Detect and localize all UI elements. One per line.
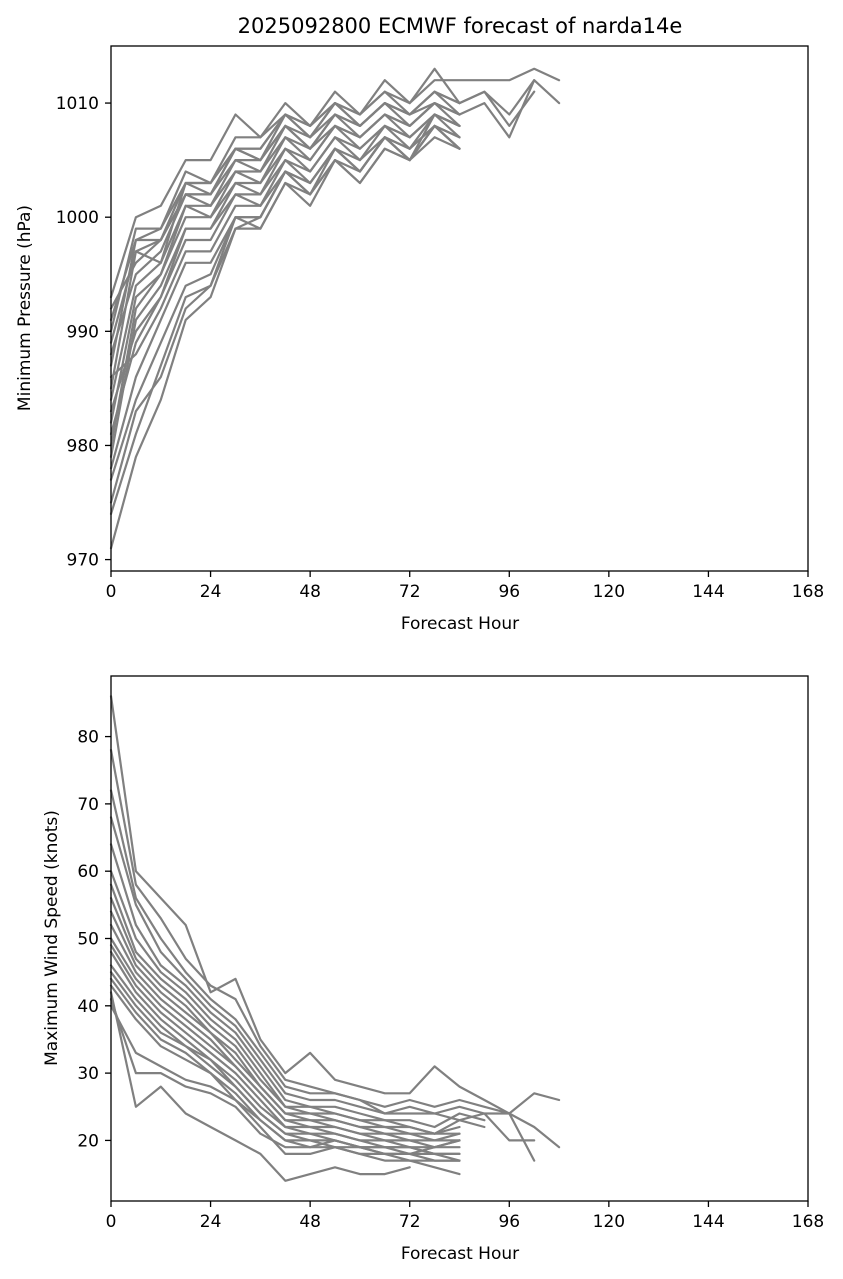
pressure-y-tick-label: 970 [67, 551, 99, 571]
wind-y-tick-label: 30 [77, 1064, 99, 1084]
wind-series-line-19 [109, 997, 461, 1162]
wind-x-tick-label: 96 [498, 1212, 520, 1232]
pressure-series-line-10 [109, 113, 461, 458]
wind-series-line-9 [109, 910, 461, 1142]
wind-chart: 0 24 48 72 96 120 144 168 20 30 40 50 60 70 80 Foreca… [42, 675, 824, 1264]
pressure-y-axis: 970 980 990 1000 1010 [56, 94, 111, 571]
pressure-y-axis-label: Minimum Pressure (hPa) [15, 205, 35, 411]
wind-y-axis: 20 30 40 50 60 70 80 [77, 728, 111, 1151]
pressure-x-axis: 0 24 48 72 96 120 144 168 [106, 571, 824, 602]
pressure-y-tick-label: 1000 [56, 208, 99, 228]
pressure-series-line-15 [109, 136, 461, 481]
pressure-series-line-8 [109, 113, 461, 424]
wind-y-tick-label: 50 [77, 930, 99, 950]
pressure-x-tick-label: 24 [200, 582, 222, 602]
wind-y-tick-label: 70 [77, 795, 99, 815]
wind-y-tick-label: 40 [77, 997, 99, 1017]
wind-series-line-18 [109, 991, 411, 1182]
pressure-x-tick-label: 0 [106, 582, 117, 602]
wind-y-tick-label: 60 [77, 862, 99, 882]
wind-x-tick-label: 48 [299, 1212, 321, 1232]
pressure-series-line-17 [109, 113, 461, 550]
pressure-y-tick-label: 990 [67, 322, 99, 342]
pressure-plot-frame [110, 45, 809, 572]
wind-x-tick-label: 144 [692, 1212, 724, 1232]
wind-x-tick-label: 0 [106, 1212, 117, 1232]
wind-series-line-3 [109, 789, 536, 1142]
wind-series-line-7 [109, 883, 461, 1135]
pressure-series-line-19 [109, 90, 461, 321]
wind-x-tick-label: 72 [399, 1212, 421, 1232]
pressure-x-tick-label: 96 [498, 582, 520, 602]
wind-x-axis-label: Forecast Hour [401, 1244, 519, 1264]
pressure-x-tick-label: 72 [399, 582, 421, 602]
wind-y-tick-label: 20 [77, 1131, 99, 1151]
wind-series-line-11 [109, 937, 461, 1149]
wind-x-tick-label: 24 [200, 1212, 222, 1232]
wind-x-axis: 0 24 48 72 96 120 144 168 [106, 1201, 824, 1232]
wind-series-line-20 [109, 1004, 461, 1156]
wind-series-line-2 [109, 748, 561, 1149]
pressure-series-line-20 [109, 113, 461, 504]
wind-plot-frame [110, 675, 809, 1202]
wind-series-group [109, 695, 561, 1182]
pressure-series-line-14 [109, 124, 461, 470]
wind-y-tick-label: 80 [77, 728, 99, 748]
pressure-x-tick-label: 168 [792, 582, 824, 602]
pressure-y-tick-label: 980 [67, 436, 99, 456]
pressure-x-tick-label: 120 [593, 582, 625, 602]
wind-series-line-17 [109, 984, 461, 1176]
wind-x-tick-label: 120 [593, 1212, 625, 1232]
wind-series-line-1 [109, 695, 561, 1115]
pressure-y-tick-label: 1010 [56, 94, 99, 114]
wind-y-axis-label: Maximum Wind Speed (knots) [42, 810, 62, 1066]
pressure-series-line-16 [109, 124, 461, 516]
pressure-x-axis-label: Forecast Hour [401, 614, 519, 634]
wind-x-tick-label: 168 [792, 1212, 824, 1232]
pressure-series-line-4 [109, 79, 536, 390]
wind-series-line-4 [109, 816, 536, 1162]
pressure-x-tick-label: 48 [299, 582, 321, 602]
pressure-x-tick-label: 144 [692, 582, 724, 602]
pressure-series-group [109, 67, 561, 550]
pressure-chart: 2025092800 ECMWF forecast of narda14e 0 2… [15, 14, 824, 634]
chart-title: 2025092800 ECMWF forecast of narda14e [238, 14, 683, 38]
wind-series-line-5 [109, 843, 486, 1129]
